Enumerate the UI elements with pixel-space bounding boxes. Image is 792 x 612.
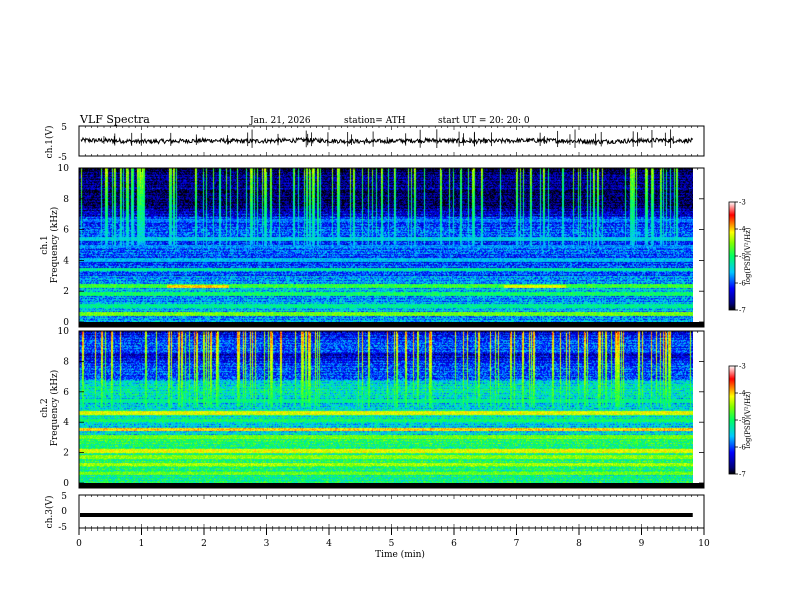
ch1-waveform-spikes: [103, 129, 674, 149]
freq-tick-label: 4: [63, 256, 69, 266]
ch1-colorbar: -3 -4 -5 -6 -7 log(PSD)(V²/Hz): [728, 199, 752, 315]
date-label: Jan. 21, 2026: [249, 116, 311, 126]
colorbar-tick-label: -5: [739, 253, 746, 261]
x-tick-label: 4: [326, 539, 332, 549]
x-tick-marks: [78, 126, 705, 528]
freq-tick-label: 6: [63, 388, 69, 398]
time-axis-label: Time (min): [375, 549, 425, 560]
colorbar-tick-label: -3: [739, 199, 746, 207]
freq-tick-label: 0: [63, 318, 69, 328]
ch1-colorbar-ticks: -3 -4 -5 -6 -7: [735, 199, 746, 315]
colorbar-tick-label: -4: [739, 390, 746, 398]
colorbar-tick-label: -6: [739, 444, 746, 452]
freq-tick-label: 10: [58, 164, 70, 174]
ch1-channel-label: ch.1: [40, 235, 50, 254]
ch3-ytick-mid: 0: [61, 507, 67, 517]
freq-tick-label: 2: [63, 449, 69, 459]
ch2-spectrogram-gap: [693, 331, 704, 483]
ch1-ylabel: ch.1(V): [44, 126, 55, 159]
freq-tick-label: 8: [63, 357, 69, 367]
x-tick-label: 7: [514, 539, 520, 549]
ch2-spectrogram-image: [79, 331, 693, 483]
freq-tick-label: 4: [63, 418, 69, 428]
x-tick-label: 6: [451, 539, 457, 549]
freq-tick-label: 8: [63, 195, 69, 205]
ch3-ytick-bottom: -5: [58, 523, 67, 533]
ch1-spectrogram-yticks: 0 2 4 6 8 10: [58, 164, 704, 328]
ch1-spectrogram-gap: [693, 168, 704, 322]
ch1-spectrogram-image: [79, 168, 693, 322]
freq-tick-label: 2: [63, 287, 69, 297]
ch2-colorbar-gradient: [729, 366, 735, 474]
colorbar-tick-label: -6: [739, 280, 746, 288]
ch1-waveform-panel: 5 -5 ch.1(V): [44, 123, 705, 163]
ch2-colorbar: -3 -4 -5 -6 -7 log(PSD)(V²/Hz): [728, 363, 752, 479]
colorbar-tick-label: -7: [739, 471, 746, 479]
x-tick-label: 2: [201, 539, 207, 549]
ch1-ytick-bottom: -5: [58, 153, 67, 163]
x-tick-label: 8: [576, 539, 582, 549]
x-tick-label: 1: [139, 539, 145, 549]
ch2-spectrogram-panel: 0 2 4 6 8 10 ch.2 Frequency (kHz): [40, 327, 705, 489]
x-tick-label: 0: [76, 539, 82, 549]
freq-tick-label: 0: [63, 479, 69, 489]
x-tick-label: 10: [698, 539, 710, 549]
freq-tick-label: 10: [58, 327, 70, 337]
colorbar-tick-label: -4: [739, 226, 746, 234]
ch2-channel-label: ch.2: [40, 398, 50, 417]
ch1-colorbar-gradient: [729, 202, 735, 310]
ch3-ylabel: ch.3(V): [44, 496, 55, 529]
colorbar-tick-label: -5: [739, 417, 746, 425]
ch1-spectrogram-panel: 0 2 4 6 8 10 ch.1 Frequency (kHz): [40, 164, 705, 328]
colorbar-tick-label: -7: [739, 307, 746, 315]
ch2-colorbar-label: log(PSD)(V²/Hz): [744, 391, 752, 448]
ch2-colorbar-ticks: -3 -4 -5 -6 -7: [735, 363, 746, 479]
ch1-ytick-top: 5: [61, 123, 67, 133]
ch2-spectrogram-yticks: 0 2 4 6 8 10: [58, 327, 704, 489]
figure-title: VLF Spectra: [79, 113, 150, 126]
ch1-freq-ylabel: Frequency (kHz): [49, 207, 60, 284]
station-label: station= ATH: [344, 116, 406, 126]
x-tick-label: 9: [639, 539, 645, 549]
ch3-ytick-top: 5: [61, 492, 67, 502]
colorbar-tick-label: -3: [739, 363, 746, 371]
time-axis: 0 1 2 3 4 5 6 7 8 9 10: [76, 528, 710, 549]
ch3-waveform-frame: [78, 494, 705, 529]
ch1-colorbar-label: log(PSD)(V²/Hz): [744, 227, 752, 284]
ch3-waveform-panel: 5 0 -5 ch.3(V): [44, 492, 705, 533]
start-time-label: start UT = 20: 20: 0: [438, 116, 530, 126]
x-tick-label: 3: [264, 539, 270, 549]
x-tick-label: 5: [389, 539, 395, 549]
freq-tick-label: 6: [63, 226, 69, 236]
ch2-freq-ylabel: Frequency (kHz): [49, 370, 60, 447]
